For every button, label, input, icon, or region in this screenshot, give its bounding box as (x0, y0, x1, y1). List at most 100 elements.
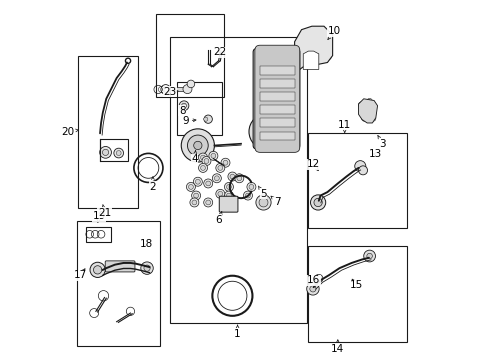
Circle shape (202, 157, 210, 166)
Text: 22: 22 (213, 47, 226, 57)
Circle shape (193, 177, 202, 186)
Circle shape (212, 174, 221, 183)
Circle shape (362, 117, 365, 120)
Circle shape (141, 262, 153, 274)
Polygon shape (294, 26, 332, 69)
Text: 10: 10 (327, 26, 340, 39)
Circle shape (367, 100, 370, 103)
Bar (77, 221, 160, 346)
Text: 5: 5 (258, 186, 266, 199)
Circle shape (205, 200, 210, 205)
Text: 16: 16 (306, 275, 320, 285)
Circle shape (223, 160, 227, 165)
Circle shape (203, 198, 212, 207)
Circle shape (313, 198, 322, 207)
Bar (156, 14, 224, 97)
Text: 23: 23 (163, 87, 178, 97)
Text: 4: 4 (191, 150, 197, 164)
Circle shape (261, 126, 272, 137)
Circle shape (310, 195, 325, 210)
Circle shape (181, 129, 214, 162)
Circle shape (226, 193, 231, 198)
Polygon shape (303, 51, 318, 69)
Bar (170, 37, 306, 323)
FancyBboxPatch shape (105, 261, 135, 272)
Bar (260, 92, 294, 101)
Circle shape (366, 253, 371, 259)
Polygon shape (358, 99, 377, 123)
Text: 17: 17 (74, 269, 87, 280)
Text: 18: 18 (139, 239, 152, 249)
Circle shape (114, 148, 123, 158)
Circle shape (259, 198, 267, 207)
FancyBboxPatch shape (254, 45, 299, 152)
Bar (100, 139, 128, 161)
Text: 20: 20 (61, 127, 79, 136)
Circle shape (188, 184, 193, 189)
Circle shape (163, 87, 168, 92)
Circle shape (366, 98, 371, 104)
Circle shape (255, 121, 278, 143)
Circle shape (371, 117, 374, 120)
Circle shape (314, 274, 322, 283)
Circle shape (191, 191, 200, 200)
Bar (260, 118, 294, 127)
Circle shape (200, 166, 205, 170)
Circle shape (359, 103, 362, 106)
Bar (308, 246, 406, 342)
Circle shape (369, 116, 375, 121)
Bar (172, 87, 184, 91)
Bar (177, 81, 222, 135)
Circle shape (186, 183, 195, 192)
Circle shape (214, 176, 219, 181)
Circle shape (227, 172, 236, 181)
Circle shape (236, 176, 241, 181)
Circle shape (189, 198, 199, 207)
Circle shape (224, 183, 233, 192)
Circle shape (226, 184, 231, 189)
Text: 15: 15 (349, 279, 363, 291)
Bar (85, 227, 111, 242)
Circle shape (224, 191, 233, 200)
Circle shape (90, 262, 105, 278)
Text: 6: 6 (215, 212, 222, 225)
Circle shape (143, 265, 150, 271)
Circle shape (181, 103, 186, 108)
Circle shape (210, 153, 215, 158)
Bar (78, 55, 138, 208)
Circle shape (187, 135, 208, 156)
Circle shape (116, 150, 121, 156)
Text: 21: 21 (98, 204, 111, 218)
FancyBboxPatch shape (219, 196, 238, 212)
Text: 7: 7 (270, 196, 280, 207)
Circle shape (193, 193, 198, 198)
Circle shape (218, 192, 222, 196)
Circle shape (326, 55, 330, 59)
Circle shape (198, 153, 207, 162)
Circle shape (229, 174, 234, 179)
Bar (260, 132, 294, 140)
Circle shape (354, 161, 365, 172)
Circle shape (243, 191, 252, 200)
Text: 1: 1 (234, 325, 241, 339)
Circle shape (93, 266, 102, 274)
Text: 2: 2 (149, 177, 156, 192)
Text: 12: 12 (306, 159, 320, 171)
Circle shape (322, 51, 330, 59)
Circle shape (183, 85, 192, 94)
Circle shape (100, 147, 111, 158)
Circle shape (200, 155, 205, 160)
Circle shape (208, 151, 218, 160)
Circle shape (248, 114, 285, 150)
Circle shape (309, 286, 315, 292)
Text: 14: 14 (330, 340, 344, 354)
Circle shape (192, 200, 196, 205)
Circle shape (203, 115, 212, 123)
Circle shape (187, 80, 194, 88)
Circle shape (203, 117, 207, 121)
Circle shape (221, 158, 229, 167)
Circle shape (255, 195, 270, 210)
Bar (308, 133, 406, 228)
Circle shape (179, 101, 188, 111)
Bar (260, 79, 294, 88)
